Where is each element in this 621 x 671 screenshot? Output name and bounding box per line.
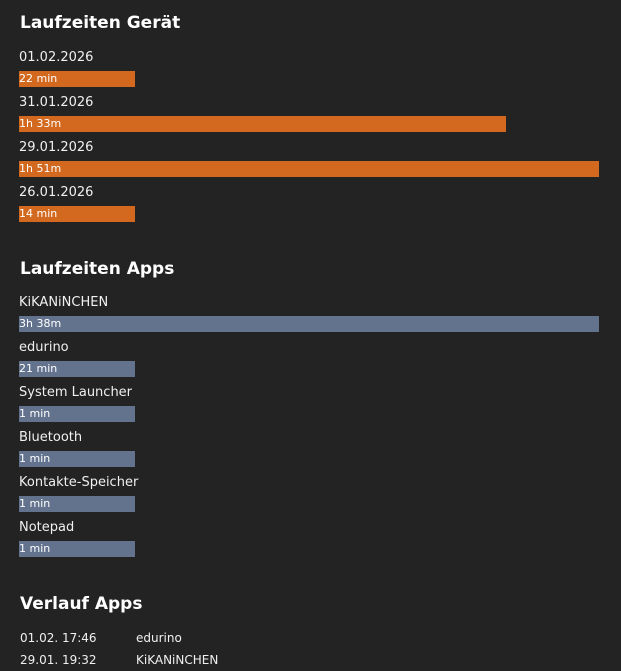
app-usage-name: edurino [19, 340, 69, 355]
history-row-time: 01.02. 17:46 [20, 631, 97, 645]
app-usage-name: System Launcher [19, 385, 133, 400]
device-usage-duration: 14 min [19, 207, 58, 220]
app-usage-bar: 3h 38m [19, 316, 599, 332]
app-usage-bar: 21 min [19, 361, 135, 377]
device-usage-bar: 1h 51m [19, 161, 599, 177]
app-usage-duration: 3h 38m [19, 317, 62, 330]
device-usage-duration: 22 min [19, 72, 58, 85]
device-usage-duration: 1h 51m [19, 162, 62, 175]
app-history-title: Verlauf Apps [20, 594, 143, 614]
app-usage-bar: 1 min [19, 451, 135, 467]
history-row-app: edurino [136, 631, 182, 645]
app-usage-bar: 1 min [19, 496, 135, 512]
app-usage-name: KiKANiNCHEN [19, 295, 109, 310]
history-row-time: 29.01. 19:32 [20, 653, 97, 667]
device-usage-duration: 1h 33m [19, 117, 62, 130]
app-usage-bar: 1 min [19, 406, 135, 422]
app-usage-title: Laufzeiten Apps [20, 259, 175, 279]
device-usage-date: 29.01.2026 [19, 140, 94, 155]
device-usage-date: 01.02.2026 [19, 50, 94, 65]
history-row-app: KiKANiNCHEN [136, 653, 219, 667]
app-usage-duration: 1 min [19, 407, 51, 420]
app-usage-name: Kontakte-Speicher [19, 475, 139, 490]
app-usage-name: Bluetooth [19, 430, 83, 445]
app-usage-name: Notepad [19, 520, 75, 535]
app-usage-bar: 1 min [19, 541, 135, 557]
device-usage-bar: 14 min [19, 206, 135, 222]
app-usage-duration: 1 min [19, 542, 51, 555]
device-usage-date: 26.01.2026 [19, 185, 94, 200]
app-usage-duration: 21 min [19, 362, 58, 375]
device-usage-bar: 22 min [19, 71, 135, 87]
device-usage-title: Laufzeiten Gerät [20, 13, 181, 33]
app-usage-duration: 1 min [19, 452, 51, 465]
device-usage-bar: 1h 33m [19, 116, 506, 132]
device-usage-date: 31.01.2026 [19, 95, 94, 110]
app-usage-duration: 1 min [19, 497, 51, 510]
